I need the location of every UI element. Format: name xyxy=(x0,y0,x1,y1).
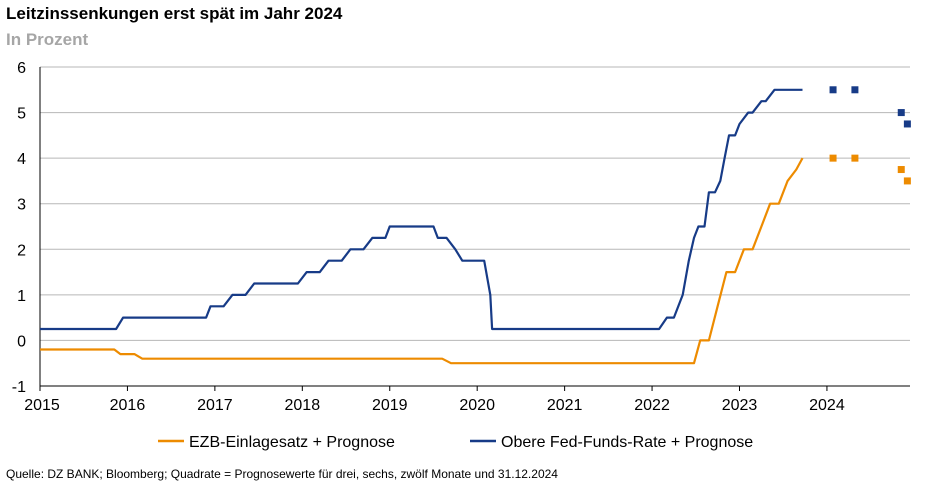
fed-forecast-marker xyxy=(851,86,859,94)
source-note: Quelle: DZ BANK; Bloomberg; Quadrate = P… xyxy=(6,467,558,481)
ezb-forecast-marker xyxy=(897,166,905,174)
x-tick-label: 2015 xyxy=(24,397,60,414)
fed-forecast-marker xyxy=(903,120,911,128)
y-tick-label: 3 xyxy=(17,197,26,214)
series-lines xyxy=(40,88,804,365)
fed-series-line xyxy=(40,88,803,331)
x-tick-label: 2022 xyxy=(634,397,670,414)
x-tick-label: 2024 xyxy=(809,397,845,414)
chart-title: Leitzinssenkungen erst spät im Jahr 2024 xyxy=(6,4,343,23)
ezb-forecast-marker xyxy=(829,154,837,162)
x-tick-label: 2023 xyxy=(722,397,758,414)
y-tick-label: 4 xyxy=(17,151,26,168)
x-tick-label: 2016 xyxy=(110,397,146,414)
legend: EZB-Einlagesatz + Prognose Obere Fed-Fund… xyxy=(158,434,753,451)
y-tick-label: 1 xyxy=(17,288,26,305)
x-tick-label: 2017 xyxy=(197,397,233,414)
fed-forecast-marker xyxy=(897,109,905,117)
axes xyxy=(39,67,910,391)
legend-label-ezb: EZB-Einlagesatz + Prognose xyxy=(189,434,395,451)
x-tick-labels: 2015 2016 2017 2018 2019 2020 2021 2022 2023 2024 xyxy=(24,397,845,414)
legend-label-fed: Obere Fed-Funds-Rate + Prognose xyxy=(501,434,753,451)
x-tick-label: 2021 xyxy=(547,397,583,414)
y-tick-label: 2 xyxy=(17,242,26,259)
chart-subtitle: In Prozent xyxy=(6,30,89,49)
y-tick-label: -1 xyxy=(12,379,26,396)
ezb-series-line xyxy=(40,157,804,365)
x-tick-label: 2018 xyxy=(285,397,321,414)
y-tick-label: 0 xyxy=(17,333,26,350)
x-tick-label: 2019 xyxy=(372,397,408,414)
x-tick-label: 2020 xyxy=(459,397,495,414)
forecast-markers xyxy=(829,86,911,185)
fed-forecast-marker xyxy=(829,86,837,94)
y-tick-labels: -1 0 1 2 3 4 5 6 xyxy=(12,60,26,396)
y-tick-label: 6 xyxy=(17,60,26,77)
y-tick-label: 5 xyxy=(17,106,26,123)
ezb-forecast-marker xyxy=(851,154,859,162)
ezb-forecast-marker xyxy=(903,177,911,185)
gridlines xyxy=(40,66,910,387)
